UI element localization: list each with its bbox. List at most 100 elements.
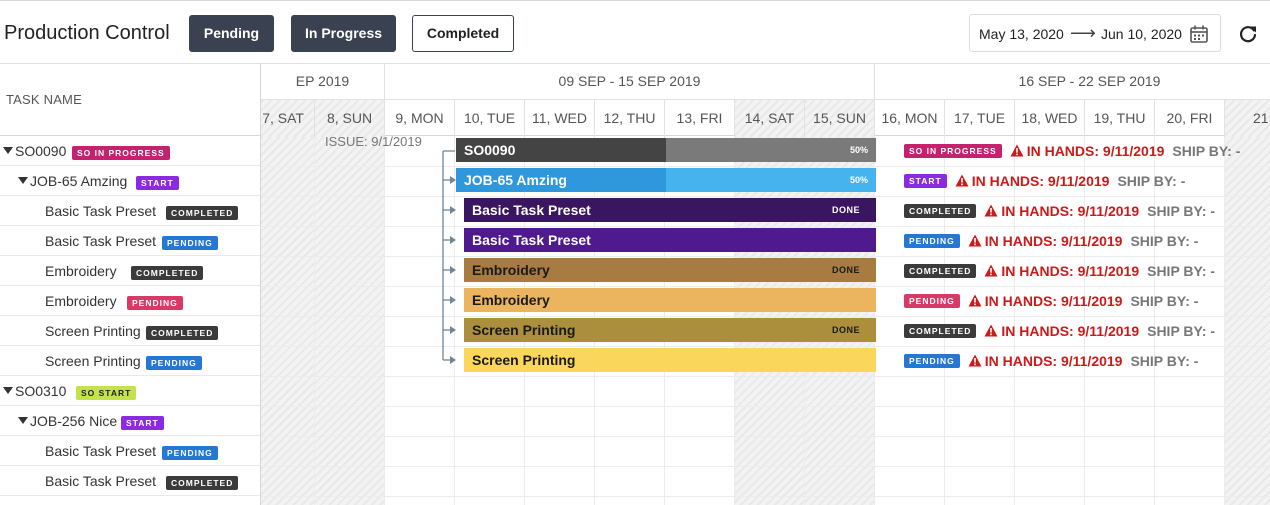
gantt-bar[interactable]: Embroidery xyxy=(464,288,876,312)
task-name: Screen Printing xyxy=(45,353,141,369)
task-row[interactable]: Embroidery PENDING xyxy=(0,286,260,316)
row-divider xyxy=(261,226,1270,227)
status-badge: COMPLETED xyxy=(166,476,239,490)
in-hands-date: IN HANDS: 9/11/2019 xyxy=(1001,323,1140,339)
warning-icon xyxy=(968,234,982,247)
task-row[interactable]: Basic Task Preset COMPLETED xyxy=(0,196,260,226)
in-hands-date: IN HANDS: 9/11/2019 xyxy=(1026,143,1165,159)
gantt-bar-progress xyxy=(464,258,876,282)
day-column xyxy=(315,136,385,505)
caret-down-icon[interactable] xyxy=(3,147,13,154)
row-divider xyxy=(261,196,1270,197)
status-badge: COMPLETED xyxy=(146,326,219,340)
calendar-icon[interactable] xyxy=(1188,23,1210,45)
status-badge: PENDING xyxy=(904,354,960,369)
gantt-bar-label: Basic Task Preset xyxy=(472,232,591,248)
row-divider xyxy=(261,496,1270,497)
gantt-bar-progress xyxy=(456,138,666,162)
status-badge: START xyxy=(136,176,179,190)
status-badge: PENDING xyxy=(162,236,218,250)
status-badge: SO IN PROGRESS xyxy=(72,146,170,160)
ship-by-date: SHIP BY: - xyxy=(1130,353,1199,369)
task-row[interactable]: Basic Task Preset COMPLETED xyxy=(0,466,260,496)
row-divider xyxy=(261,316,1270,317)
task-meta: START IN HANDS: 9/11/2019 SHIP BY: - xyxy=(904,173,1185,197)
task-meta: PENDING IN HANDS: 9/11/2019 SHIP BY: - xyxy=(904,353,1198,377)
warning-icon xyxy=(984,324,998,337)
task-row[interactable]: Screen Printing PENDING xyxy=(0,346,260,376)
caret-down-icon[interactable] xyxy=(18,177,28,184)
task-name: Embroidery xyxy=(45,263,117,279)
gantt-bar-progress xyxy=(456,168,666,192)
in-hands-date: IN HANDS: 9/11/2019 xyxy=(1001,203,1140,219)
status-badge: COMPLETED xyxy=(904,324,977,339)
task-row[interactable]: SO0090 SO IN PROGRESS xyxy=(0,136,260,166)
day-header: 20, FRI xyxy=(1155,100,1225,137)
gantt-bar[interactable]: Basic Task Preset xyxy=(464,228,876,252)
date-range-picker[interactable]: May 13, 2020 ⟶ Jun 10, 2020 xyxy=(969,14,1221,52)
status-badge: PENDING xyxy=(904,234,960,249)
task-row[interactable]: Embroidery COMPLETED xyxy=(0,256,260,286)
pending-filter-button[interactable]: Pending xyxy=(189,15,274,52)
task-name: Basic Task Preset xyxy=(45,233,157,249)
gantt-bar[interactable]: SO0090 50% xyxy=(456,138,876,162)
done-label: DONE xyxy=(831,325,860,335)
row-divider xyxy=(261,376,1270,377)
gantt-bar[interactable]: JOB-65 Amzing 50% xyxy=(456,168,876,192)
status-badge: COMPLETED xyxy=(131,266,204,280)
page-title: Production Control xyxy=(4,22,170,44)
day-header: 14, SAT xyxy=(735,100,805,137)
caret-down-icon[interactable] xyxy=(3,387,13,394)
task-meta: COMPLETED IN HANDS: 9/11/2019 SHIP BY: - xyxy=(904,263,1215,287)
ship-by-date: SHIP BY: - xyxy=(1130,233,1199,249)
task-name: Basic Task Preset xyxy=(45,443,157,459)
task-meta: PENDING IN HANDS: 9/11/2019 SHIP BY: - xyxy=(904,233,1198,257)
completed-filter-button[interactable]: Completed xyxy=(412,15,514,52)
status-badge: START xyxy=(904,174,947,189)
day-column xyxy=(1225,136,1270,505)
in-progress-filter-button[interactable]: In Progress xyxy=(291,15,396,52)
status-badge: PENDING xyxy=(127,296,183,310)
progress-percent: 50% xyxy=(849,145,868,155)
day-header: 7, SAT xyxy=(261,100,315,137)
task-row[interactable]: JOB-256 Nice START xyxy=(0,406,260,436)
day-column xyxy=(875,136,945,505)
task-row[interactable]: SO0310 SO START xyxy=(0,376,260,406)
day-column xyxy=(385,136,455,505)
day-header: 15, SUN xyxy=(805,100,875,137)
day-header: 10, TUE xyxy=(455,100,525,137)
gantt-bar[interactable]: Screen Printing xyxy=(464,348,876,372)
status-badge: COMPLETED xyxy=(166,206,239,220)
ship-by-date: SHIP BY: - xyxy=(1147,203,1216,219)
warning-icon xyxy=(984,264,998,277)
task-name: Basic Task Preset xyxy=(45,473,157,489)
status-badge: START xyxy=(121,416,164,430)
done-label: DONE xyxy=(831,205,860,215)
gantt-bar[interactable]: Basic Task Preset DONE xyxy=(464,198,876,222)
in-hands-date: IN HANDS: 9/11/2019 xyxy=(984,233,1123,249)
row-divider xyxy=(261,346,1270,347)
gantt-bar[interactable]: Embroidery DONE xyxy=(464,258,876,282)
status-badge: SO START xyxy=(76,386,137,400)
day-header: 21, SA xyxy=(1225,100,1270,137)
task-row[interactable]: Screen Printing COMPLETED xyxy=(0,316,260,346)
refresh-icon[interactable] xyxy=(1237,23,1259,45)
row-divider xyxy=(261,166,1270,167)
day-header: 11, WED xyxy=(525,100,595,137)
row-divider xyxy=(261,436,1270,437)
day-header: 13, FRI xyxy=(665,100,735,137)
gantt-bar-label: Screen Printing xyxy=(472,352,576,368)
task-row[interactable]: JOB-65 Amzing START xyxy=(0,166,260,196)
day-header: 12, THU xyxy=(595,100,665,137)
day-column xyxy=(1015,136,1085,505)
task-row[interactable]: Basic Task Preset PENDING xyxy=(0,226,260,256)
gantt-bar[interactable]: Screen Printing DONE xyxy=(464,318,876,342)
caret-down-icon[interactable] xyxy=(18,417,28,424)
done-label: DONE xyxy=(831,265,860,275)
task-meta: PENDING IN HANDS: 9/11/2019 SHIP BY: - xyxy=(904,293,1198,317)
day-header: 9, MON xyxy=(385,100,455,137)
gantt-bar-label: JOB-65 Amzing xyxy=(464,172,567,188)
task-name: JOB-65 Amzing xyxy=(30,173,128,189)
task-row[interactable]: Basic Task Preset PENDING xyxy=(0,436,260,466)
task-name: Embroidery xyxy=(45,293,117,309)
